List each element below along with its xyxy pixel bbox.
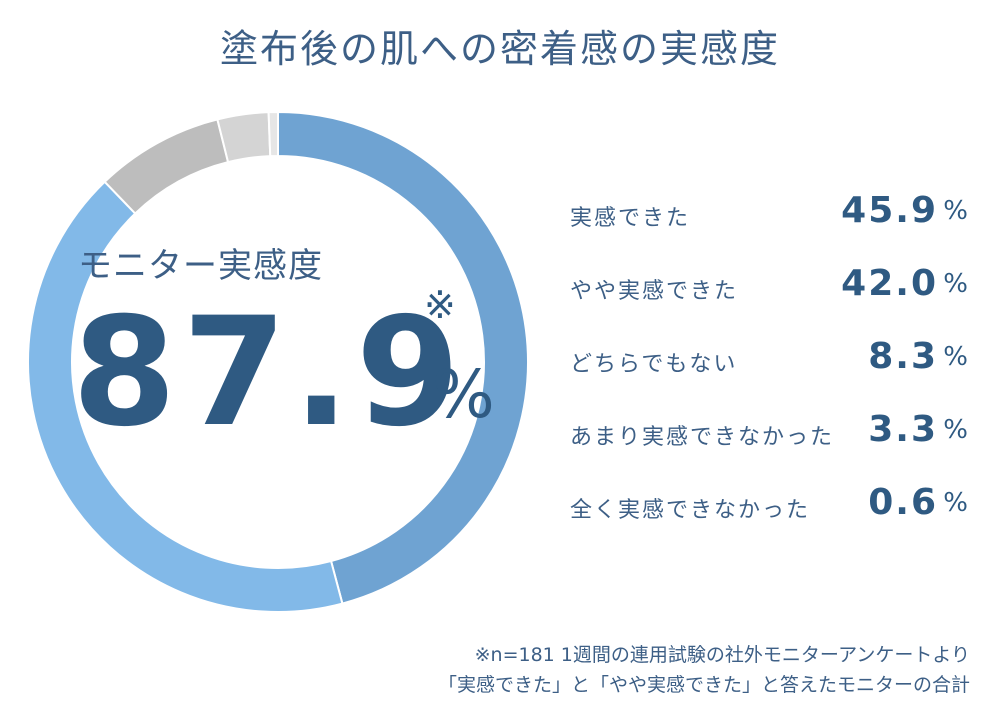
legend: 実感できた 45.9% やや実感できた 42.0% どちらでもない 8.3% あまり実感でき… (570, 190, 970, 555)
legend-value: 3.3 (868, 409, 938, 450)
center-value: 87.9 (72, 286, 467, 460)
legend-value: 8.3 (868, 336, 938, 377)
donut-slice-1 (277, 110, 530, 605)
footnote-line-1: ※n=181 1週間の連用試験の社外モニターアンケートより (474, 644, 970, 666)
legend-value: 0.6 (868, 482, 938, 523)
legend-row: 全く実感できなかった 0.6% (570, 482, 970, 555)
legend-row: やや実感できた 42.0% (570, 263, 970, 336)
donut-slice-5 (267, 110, 279, 158)
center-percent-unit: % (432, 356, 495, 433)
legend-label: 実感できた (570, 206, 691, 231)
legend-unit: % (943, 415, 968, 445)
legend-unit: % (943, 269, 968, 299)
legend-unit: % (943, 342, 968, 372)
donut-slice-3 (103, 118, 230, 215)
legend-row: あまり実感できなかった 3.3% (570, 409, 970, 482)
legend-row: どちらでもない 8.3% (570, 336, 970, 409)
footnote: ※n=181 1週間の連用試験の社外モニターアンケートより 「実感できた」と「や… (438, 640, 970, 700)
legend-label: あまり実感できなかった (570, 425, 835, 450)
center-label: モニター実感度 (78, 246, 323, 286)
center-note-mark: ※ (424, 283, 456, 327)
chart-title: 塗布後の肌への密着感の実感度 (219, 27, 780, 71)
donut-slice-2 (27, 180, 344, 613)
legend-row: 実感できた 45.9% (570, 190, 970, 263)
legend-label: 全く実感できなかった (570, 498, 811, 523)
footnote-line-2: 「実感できた」と「やや実感できた」と答えたモニターの合計 (437, 674, 970, 696)
legend-label: どちらでもない (570, 352, 738, 377)
legend-label: やや実感できた (570, 279, 739, 304)
donut-slice-4 (216, 111, 272, 164)
legend-unit: % (943, 488, 968, 518)
legend-value: 45.9 (841, 190, 938, 231)
legend-unit: % (943, 196, 968, 226)
legend-value: 42.0 (841, 263, 938, 304)
